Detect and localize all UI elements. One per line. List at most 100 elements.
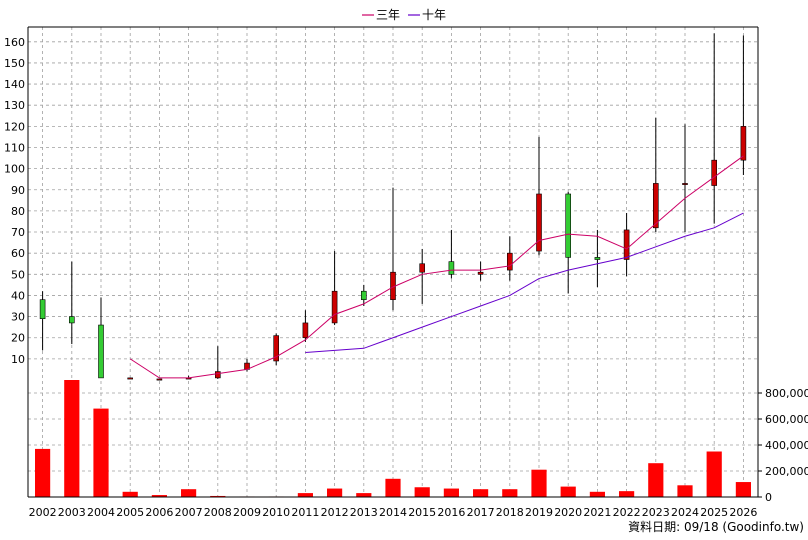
year-tick-label: 2019 xyxy=(525,506,553,519)
year-tick-label: 2014 xyxy=(379,506,407,519)
year-tick-label: 2024 xyxy=(671,506,699,519)
candlesticks xyxy=(39,33,747,381)
year-tick-label: 2003 xyxy=(58,506,86,519)
price-tick-label: 140 xyxy=(4,78,25,91)
volume-bars xyxy=(35,380,751,497)
candle-body xyxy=(477,271,484,275)
volume-bar xyxy=(327,488,343,497)
legend-label-2: 十年 xyxy=(422,8,446,22)
volume-bar xyxy=(502,489,518,497)
tick-labels: 10 20 30 40 50 60 70 80 90 100 110 120 130 140 150 160 0… xyxy=(4,36,808,519)
year-tick-label: 2009 xyxy=(233,506,261,519)
legend: 三年 十年 xyxy=(362,8,446,22)
price-tick-label: 30 xyxy=(11,311,25,324)
price-tick-label: 160 xyxy=(4,36,25,49)
price-tick-label: 80 xyxy=(11,205,25,218)
year-tick-label: 2015 xyxy=(408,506,436,519)
candle-body xyxy=(127,377,133,380)
candle-body xyxy=(39,299,46,320)
year-tick-label: 2010 xyxy=(262,506,290,519)
legend-label-1: 三年 xyxy=(376,8,400,22)
moving-average-lines xyxy=(129,155,744,379)
series-line-1 xyxy=(129,155,744,379)
volume-tick-label: 200,000 xyxy=(765,465,808,478)
year-tick-label: 2016 xyxy=(437,506,465,519)
price-tick-label: 40 xyxy=(11,289,25,302)
candle-body xyxy=(506,252,513,271)
candle-body xyxy=(536,193,542,252)
volume-bar xyxy=(473,489,489,497)
year-tick-label: 2008 xyxy=(204,506,232,519)
volume-bar xyxy=(706,451,722,497)
year-tick-label: 2013 xyxy=(350,506,378,519)
year-tick-label: 2006 xyxy=(145,506,173,519)
volume-bar xyxy=(64,380,80,497)
volume-bar xyxy=(443,488,459,497)
candle-body xyxy=(594,257,601,260)
candle-body xyxy=(331,290,338,324)
candle-body xyxy=(448,261,455,275)
year-tick-label: 2005 xyxy=(116,506,144,519)
candle-body xyxy=(682,183,688,185)
series-line-2 xyxy=(305,212,744,354)
axes xyxy=(27,26,762,498)
candle-body xyxy=(711,159,718,186)
volume-bar xyxy=(619,491,635,497)
volume-bar xyxy=(560,486,576,497)
volume-bar xyxy=(93,408,109,497)
volume-tick-label: 0 xyxy=(765,491,772,504)
candle-body xyxy=(623,229,630,260)
year-tick-label: 2007 xyxy=(175,506,203,519)
candle-body xyxy=(652,183,659,229)
volume-tick-label: 600,000 xyxy=(765,413,808,426)
price-tick-label: 50 xyxy=(11,268,25,281)
price-tick-label: 20 xyxy=(11,332,25,345)
year-tick-label: 2021 xyxy=(583,506,611,519)
volume-bar xyxy=(181,489,197,497)
candle-body xyxy=(565,193,572,258)
volume-bar xyxy=(414,487,430,497)
candle-body xyxy=(156,378,163,381)
candle-body xyxy=(215,371,221,379)
volume-bar xyxy=(356,493,372,497)
year-tick-label: 2020 xyxy=(554,506,582,519)
year-tick-label: 2026 xyxy=(729,506,757,519)
price-tick-label: 150 xyxy=(4,57,25,70)
volume-bar xyxy=(151,495,167,497)
candle-body xyxy=(302,322,309,339)
volume-bar xyxy=(531,469,547,497)
year-tick-label: 2018 xyxy=(496,506,524,519)
year-tick-label: 2023 xyxy=(642,506,670,519)
volume-tick-label: 800,000 xyxy=(765,387,808,400)
candle-body xyxy=(740,126,747,161)
volume-bar xyxy=(677,485,693,497)
volume-bar xyxy=(297,493,313,497)
source-note: 資料日期: 09/18 (Goodinfo.tw) xyxy=(628,520,804,534)
year-tick-label: 2004 xyxy=(87,506,115,519)
grid-lines xyxy=(28,27,758,497)
price-tick-label: 110 xyxy=(4,141,25,154)
year-tick-label: 2012 xyxy=(321,506,349,519)
volume-bar xyxy=(589,491,605,497)
volume-bar xyxy=(385,478,401,497)
price-tick-label: 90 xyxy=(11,184,25,197)
price-tick-label: 130 xyxy=(4,99,25,112)
year-tick-label: 2022 xyxy=(613,506,641,519)
price-tick-label: 120 xyxy=(4,120,25,133)
year-tick-label: 2002 xyxy=(29,506,57,519)
price-tick-label: 100 xyxy=(4,163,25,176)
volume-bar xyxy=(35,448,51,497)
year-tick-label: 2011 xyxy=(291,506,319,519)
price-tick-label: 70 xyxy=(11,226,25,239)
volume-bar xyxy=(648,463,664,497)
year-tick-label: 2025 xyxy=(700,506,728,519)
volume-tick-label: 400,000 xyxy=(765,439,808,452)
volume-bar xyxy=(210,495,226,497)
candle-body xyxy=(273,335,280,362)
candle-body xyxy=(360,290,367,300)
volume-bar xyxy=(122,491,138,497)
candle-body xyxy=(98,324,104,379)
candle-body xyxy=(69,316,75,324)
